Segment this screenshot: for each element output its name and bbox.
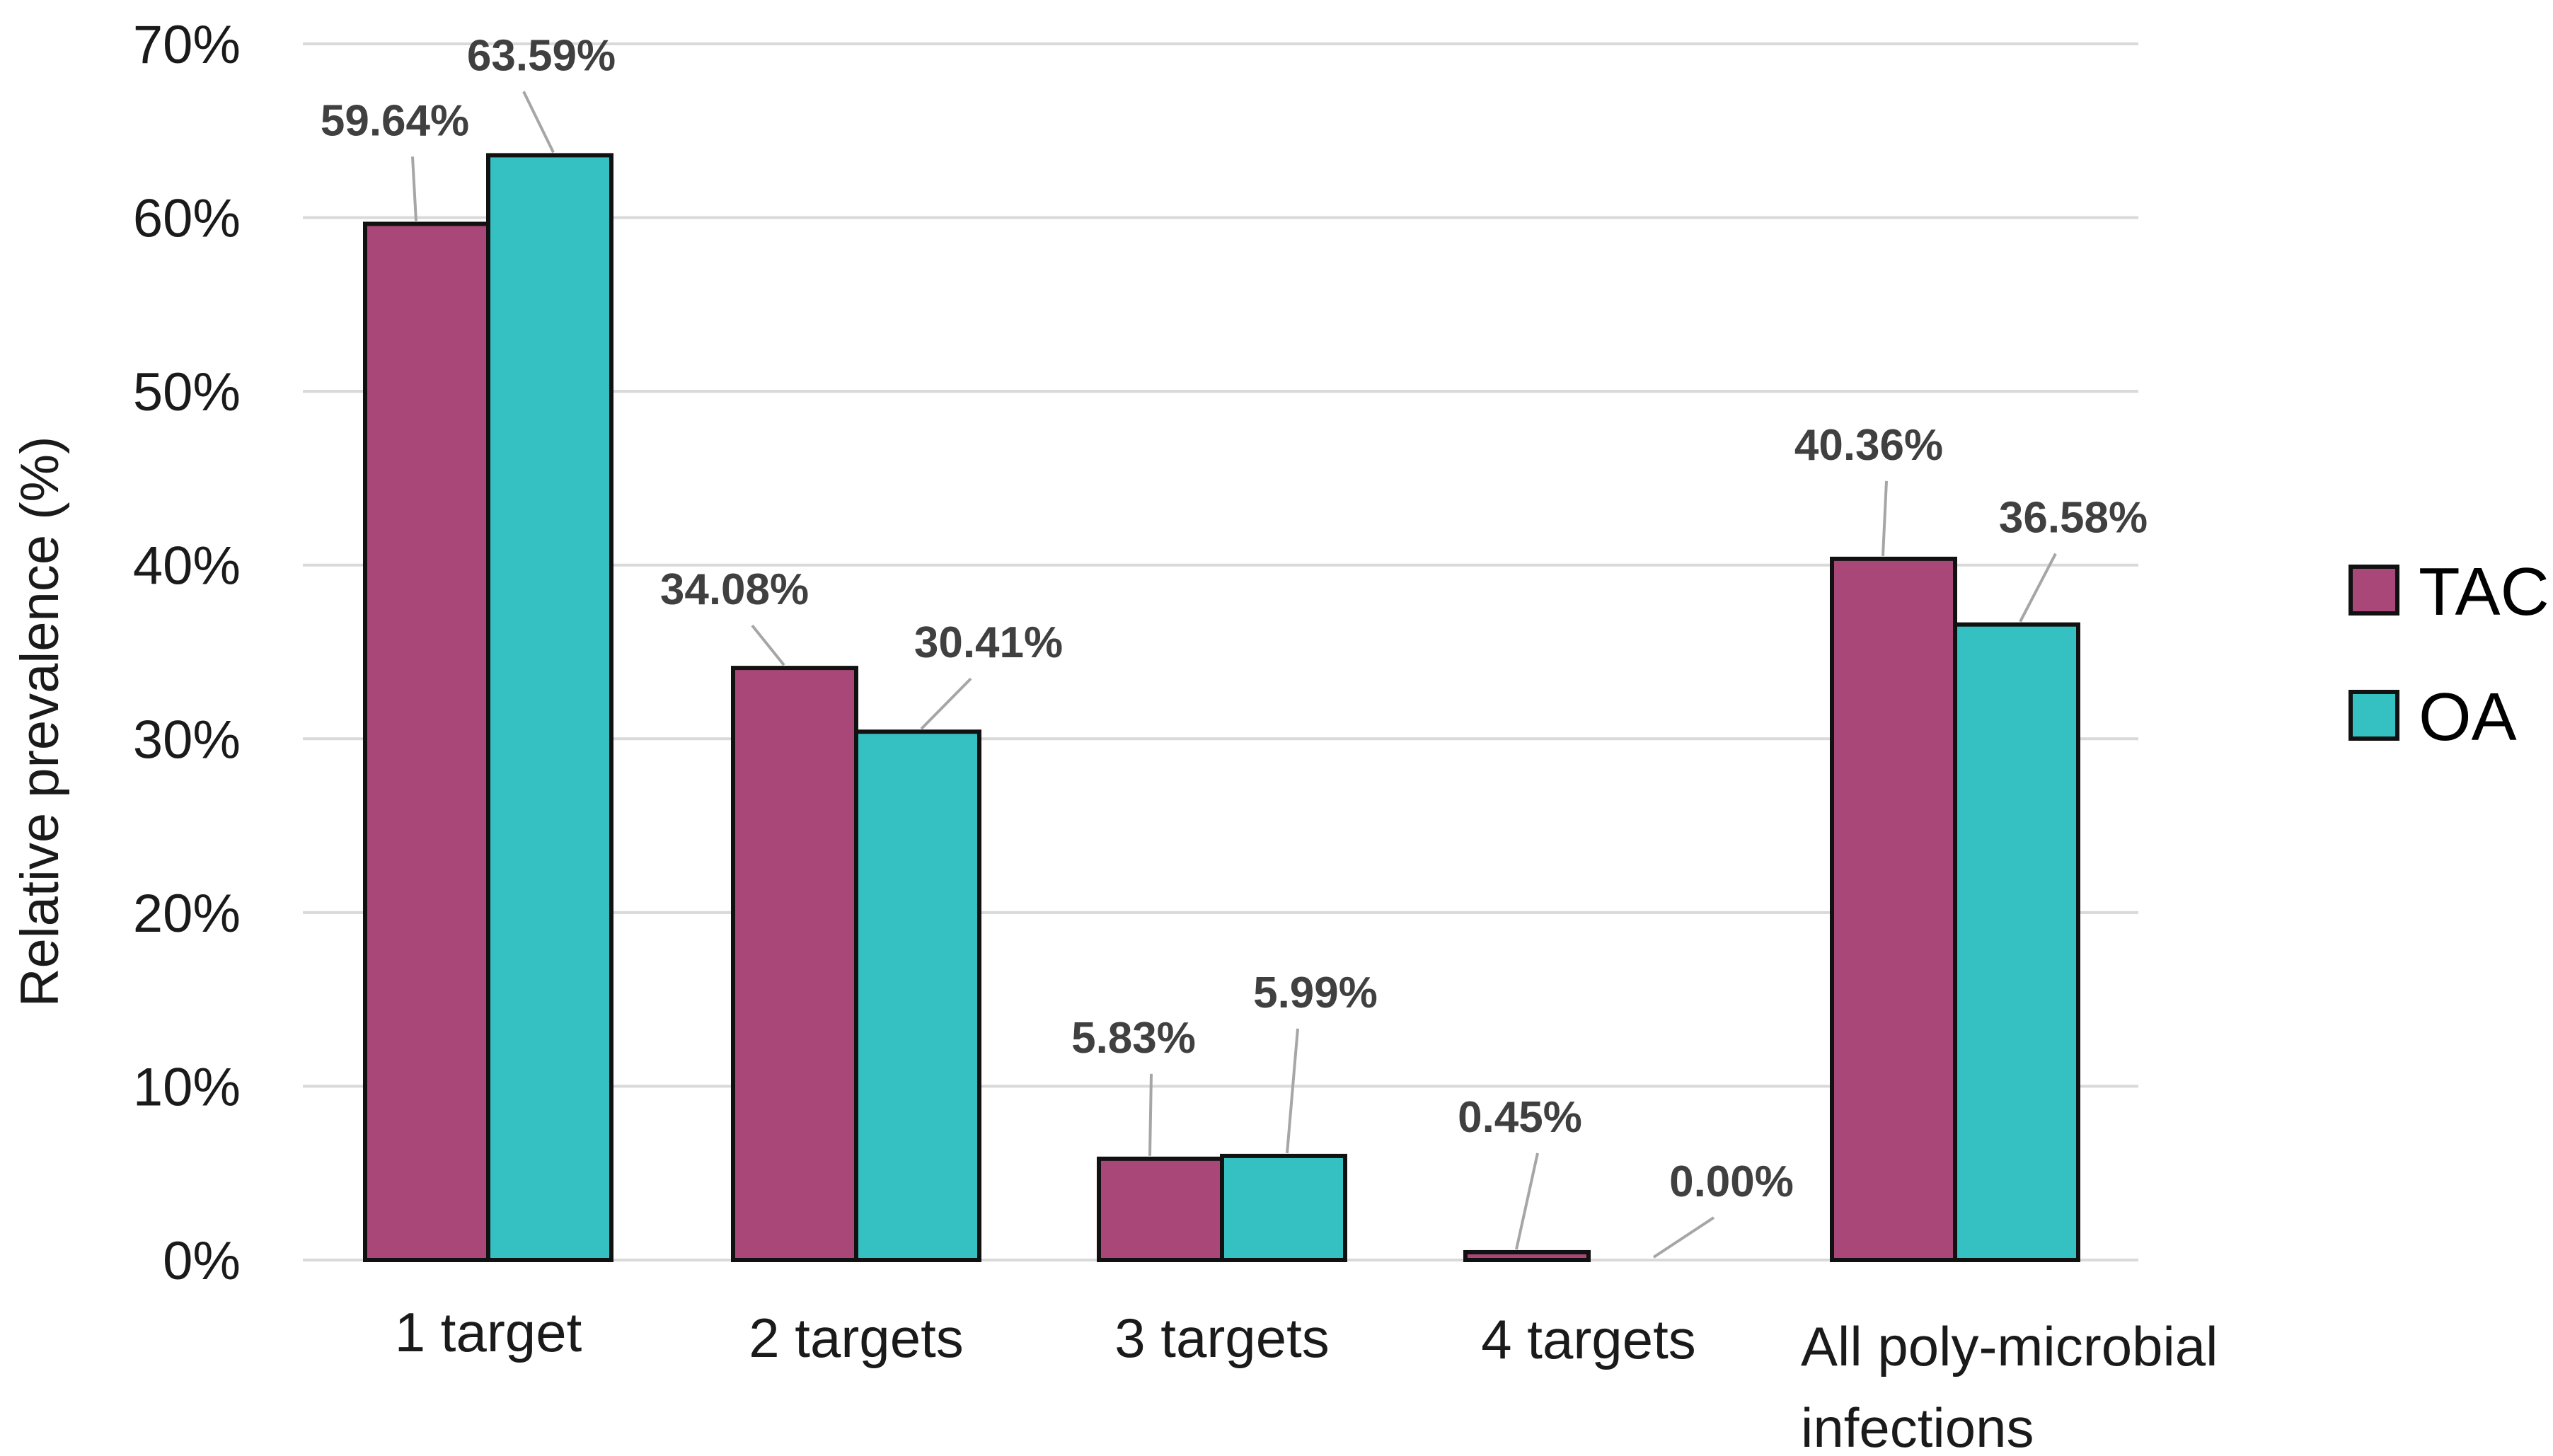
legend-label-tac: TAC [2419,554,2549,630]
bar-oa [486,153,613,1263]
bar-tac [1463,1249,1591,1263]
legend-swatch-oa [2349,690,2399,741]
x-category-label: All poly-microbial [1801,1315,2218,1377]
leader-line [1515,1152,1539,1250]
data-label: 0.45% [1458,1093,1582,1142]
leader-line [1148,1073,1153,1156]
y-tick-label: 30% [133,710,241,770]
data-label: 34.08% [660,565,809,614]
data-label: 63.59% [467,31,616,80]
y-axis-title: Relative prevalence (%) [10,437,70,1007]
x-axis-categories: 1 target 2 targets 3 targets 4 targets All p… [395,1301,2218,1456]
y-tick-label: 40% [133,536,241,596]
leader-line [522,91,555,154]
x-category-label: 4 targets [1481,1308,1696,1370]
y-tick-label: 10% [133,1057,241,1117]
bars [363,153,2080,1263]
x-category-label: 1 target [395,1301,582,1363]
bar-oa [1220,1153,1347,1262]
data-label: 5.83% [1071,1014,1196,1063]
legend: TAC OA [2349,554,2549,755]
data-label: 5.99% [1253,969,1378,1017]
data-labels: 59.64% 34.08% 5.83% 0.45% 40.36% 63.59% 30.41%… [321,31,2148,1206]
data-label: 0.00% [1669,1157,1794,1206]
legend-label-oa: OA [2419,679,2517,755]
data-label-leaders [411,91,2057,1259]
leader-line [1286,1028,1299,1154]
y-tick-label: 70% [133,15,241,75]
x-category-label: 3 targets [1114,1307,1330,1369]
bar-tac [1830,556,1957,1262]
bar-tac [363,221,490,1262]
y-tick-label: 0% [163,1231,241,1291]
leader-line [1652,1216,1715,1259]
leader-line [920,677,972,730]
bar-tac [1097,1156,1224,1263]
legend-swatch-tac [2349,565,2399,616]
y-tick-label: 60% [133,189,241,249]
leader-line [2019,553,2057,623]
data-label: 30.41% [914,618,1063,667]
y-axis-ticks: 0% 10% 20% 30% 40% 50% 60% 70% [133,15,241,1291]
leader-line [751,624,785,666]
x-category-label: infections [1801,1397,2034,1456]
x-category-label: 2 targets [749,1307,964,1369]
leader-line [411,156,417,221]
bar-oa [854,729,981,1262]
leader-line [1881,480,1888,556]
y-tick-label: 20% [133,884,241,944]
bar-tac [731,666,858,1262]
data-label: 59.64% [321,96,469,145]
bar-oa [1953,622,2080,1262]
data-label: 40.36% [1794,421,1943,470]
data-label: 36.58% [1999,494,2148,543]
y-tick-label: 50% [133,362,241,422]
